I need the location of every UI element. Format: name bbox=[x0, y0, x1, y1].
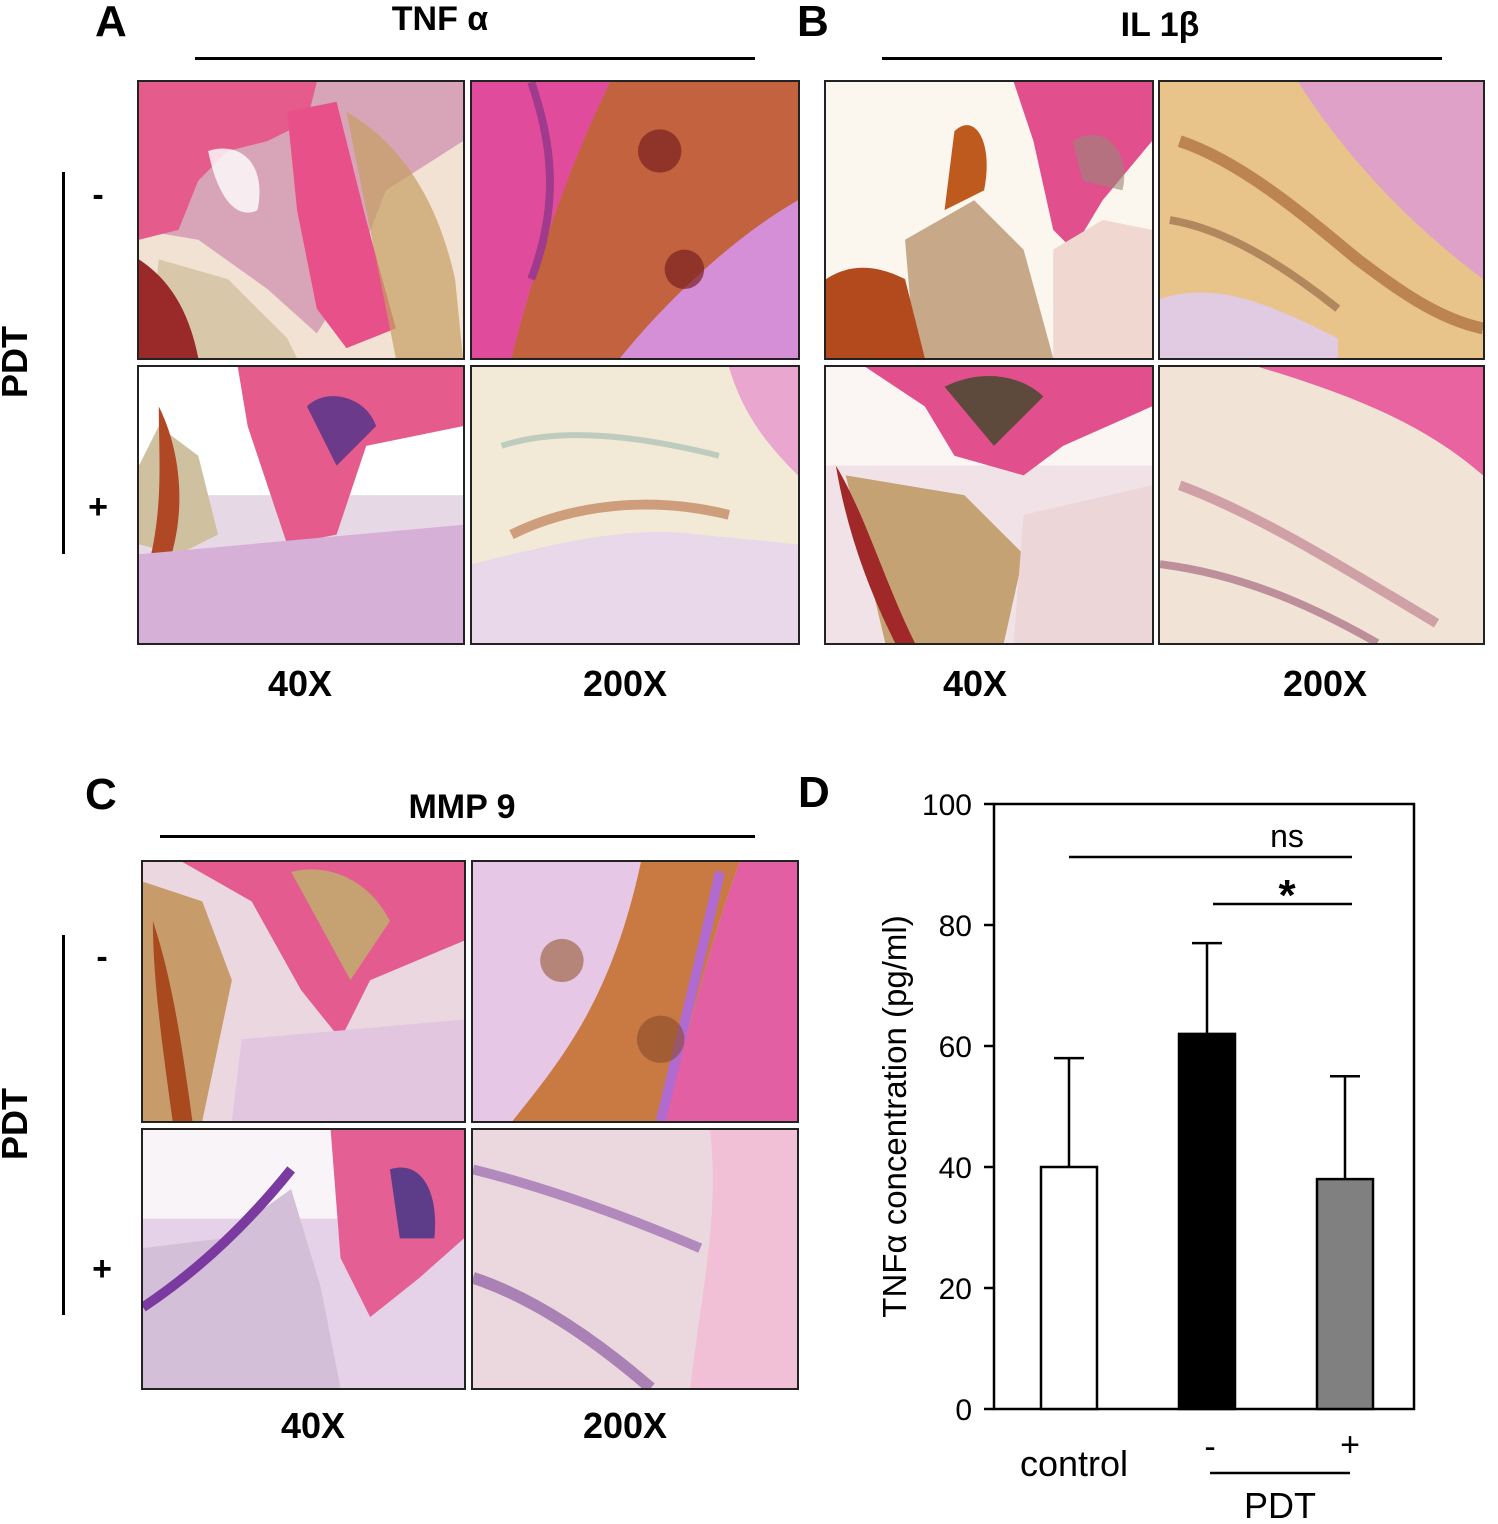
panel-c-plus-sign: + bbox=[92, 1250, 112, 1288]
x-category-label-plus: + bbox=[1340, 1426, 1360, 1464]
panel-c-mag-40x: 40X bbox=[280, 1405, 346, 1446]
panel-c-micrograph-minus-200x bbox=[471, 860, 799, 1123]
y-tick-label: 20 bbox=[939, 1273, 972, 1306]
panel-b-micrograph-plus-200x bbox=[1158, 365, 1485, 645]
bar-1 bbox=[1039, 1165, 1099, 1411]
panel-a-micrograph-minus-200x bbox=[470, 80, 800, 360]
panel-a-mag-40x: 40X bbox=[267, 663, 333, 704]
y-tick-label: 80 bbox=[939, 910, 972, 943]
panel-c-micrograph-plus-200x bbox=[471, 1128, 799, 1390]
bar-3 bbox=[1315, 1177, 1375, 1411]
y-tick-label: 0 bbox=[955, 1394, 972, 1427]
panel-a-micrograph-minus-40x bbox=[137, 80, 465, 360]
panel-a-mag-200x: 200X bbox=[582, 663, 668, 704]
y-axis-label: TNFα concentration (pg/ml) bbox=[876, 915, 913, 1317]
x-group-label-pdt: PDT bbox=[1244, 1485, 1316, 1524]
panel-b-micrograph-minus-40x bbox=[824, 80, 1154, 360]
panel-a-plus-sign: + bbox=[88, 488, 108, 526]
panel-c-marker: MMP 9 bbox=[408, 788, 516, 826]
panel-d-letter: D bbox=[798, 768, 830, 817]
panel-c-micrograph-minus-40x bbox=[141, 860, 466, 1123]
bar-2 bbox=[1177, 1032, 1237, 1411]
panel-a-pdt-bracket bbox=[62, 172, 65, 554]
panel-c-micrograph-plus-40x bbox=[141, 1128, 466, 1390]
x-category-label-minus: - bbox=[1204, 1428, 1215, 1466]
panel-a-letter: A bbox=[95, 0, 127, 46]
panel-c-minus-sign: - bbox=[96, 938, 108, 976]
x-category-label-control: control bbox=[1020, 1443, 1128, 1484]
y-tick-label: 100 bbox=[922, 789, 972, 822]
panel-b-mag-200x: 200X bbox=[1282, 663, 1368, 704]
panel-a-micrograph-plus-40x bbox=[137, 365, 465, 645]
panel-a-marker-rule bbox=[195, 57, 755, 60]
panel-c-mag-200x: 200X bbox=[582, 1405, 668, 1446]
panel-c-marker-rule bbox=[160, 835, 755, 838]
panel-a-marker: TNF α bbox=[391, 0, 489, 38]
panel-c-pdt-bracket bbox=[62, 935, 65, 1315]
panel-b-micrograph-plus-40x bbox=[824, 365, 1154, 645]
panel-c-letter: C bbox=[85, 770, 117, 819]
panel-b-letter: B bbox=[797, 0, 829, 46]
y-tick-label: 60 bbox=[939, 1031, 972, 1064]
panel-b-micrograph-minus-200x bbox=[1158, 80, 1485, 360]
panel-b-marker: IL 1β bbox=[1120, 6, 1200, 44]
panel-b-mag-40x: 40X bbox=[942, 663, 1008, 704]
y-tick-label: 40 bbox=[939, 1152, 972, 1185]
panel-b-marker-rule bbox=[882, 57, 1442, 60]
panel-a-micrograph-plus-200x bbox=[470, 365, 800, 645]
significance-label-2: * bbox=[1278, 871, 1296, 920]
significance-label-1: ns bbox=[1270, 818, 1304, 854]
panel-a-minus-sign: - bbox=[92, 176, 104, 214]
